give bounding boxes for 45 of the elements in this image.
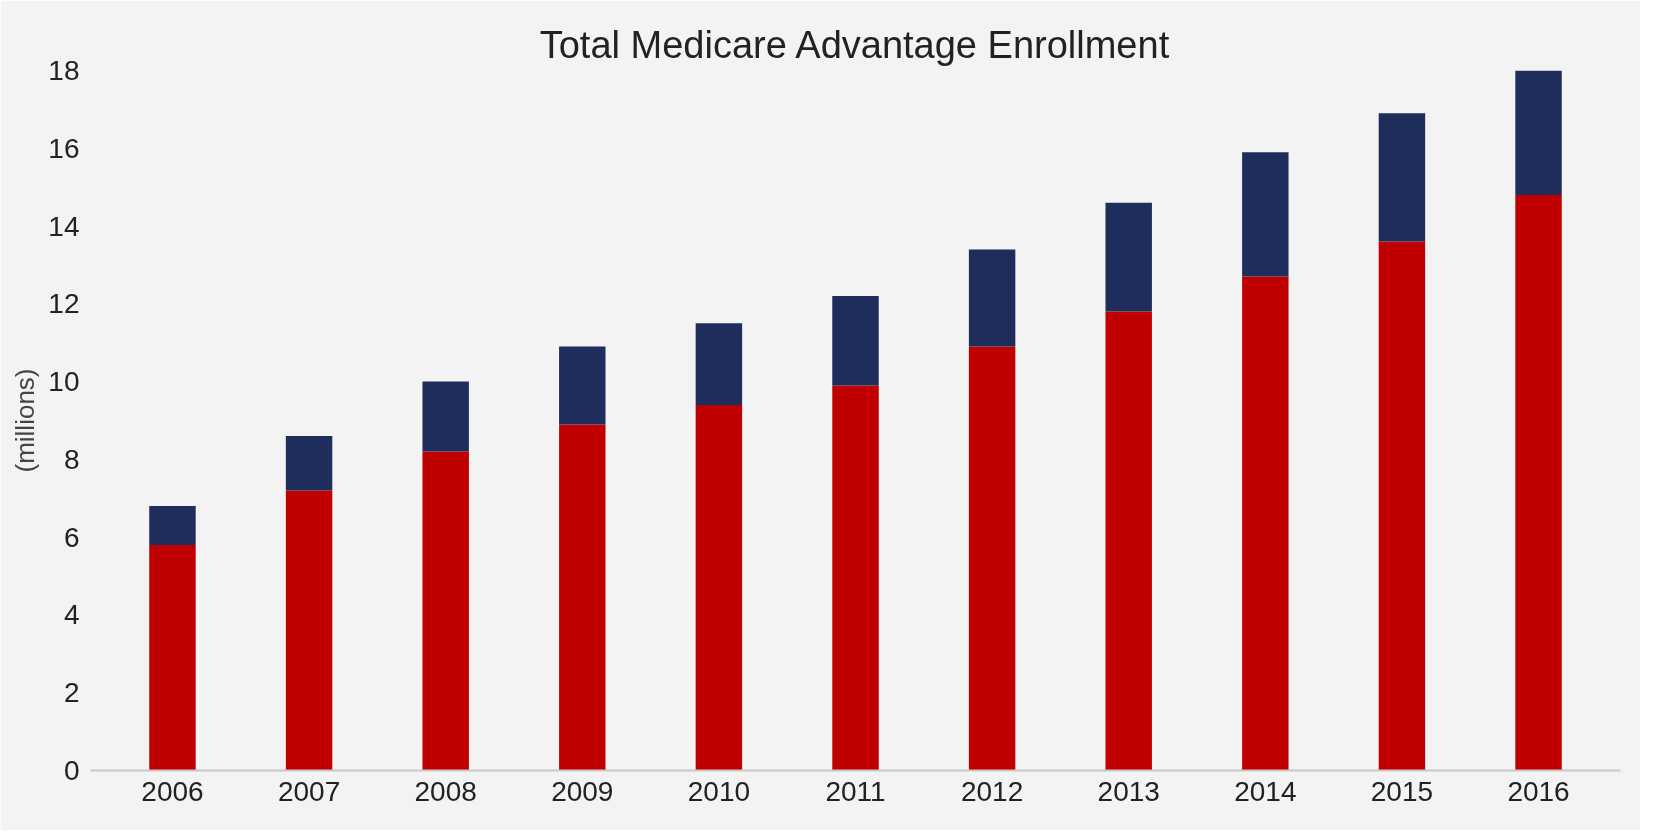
bar (285, 490, 333, 771)
chart-title: Total Medicare Advantage Enrollment (539, 23, 1170, 66)
y-tick-label: 6 (63, 521, 80, 553)
x-tick-label: 2015 (1370, 775, 1434, 807)
bar (968, 346, 1016, 771)
y-tick-label: 2 (63, 677, 80, 709)
y-tick-label: 18 (48, 55, 80, 86)
bar (968, 249, 1016, 347)
y-tick-label: 14 (48, 210, 80, 242)
x-tick-label: 2010 (687, 775, 751, 807)
y-axis-title: (millions) (10, 368, 41, 473)
bar (1242, 152, 1289, 277)
bar (1515, 70, 1562, 195)
bar (149, 506, 196, 545)
bar (695, 323, 743, 405)
x-tick-label: 2011 (825, 775, 886, 807)
bar (832, 385, 879, 771)
y-tick-label: 0 (63, 755, 80, 786)
x-tick-label: 2008 (414, 775, 477, 807)
y-tick-label: 10 (48, 366, 80, 398)
bar (1378, 113, 1426, 242)
y-tick-label: 8 (63, 443, 80, 475)
bar (422, 451, 469, 771)
y-tick-label: 16 (48, 132, 80, 164)
bar (559, 424, 606, 771)
bar (832, 296, 879, 386)
bar (695, 404, 743, 771)
y-tick-label: 4 (63, 599, 80, 631)
x-tick-label: 2013 (1097, 775, 1160, 807)
x-tick-label: 2016 (1507, 775, 1570, 807)
bar (559, 346, 606, 425)
x-tick-label: 2007 (277, 775, 341, 807)
x-tick-label: 2009 (551, 775, 614, 807)
x-tick-label: 2014 (1234, 775, 1297, 807)
x-tick-label: 2006 (141, 775, 204, 807)
bar (1242, 276, 1289, 771)
bar (285, 436, 333, 491)
bar (1378, 241, 1426, 771)
y-tick-label: 12 (48, 288, 80, 320)
bar (1515, 194, 1562, 771)
bar (1105, 311, 1152, 771)
bar (1105, 202, 1152, 312)
x-tick-label: 2012 (960, 775, 1024, 807)
bar (149, 544, 196, 771)
bar (422, 381, 469, 452)
